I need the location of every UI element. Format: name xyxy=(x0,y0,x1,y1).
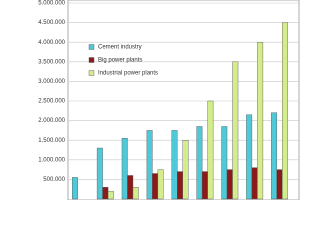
bar xyxy=(152,173,159,200)
bar xyxy=(182,139,189,200)
y-tick-label: 500.000 xyxy=(43,177,65,183)
bar xyxy=(201,171,208,200)
bar xyxy=(146,130,153,200)
bar xyxy=(157,169,164,200)
bar xyxy=(132,187,139,200)
bar xyxy=(221,126,228,200)
y-tick-label: 2.000.000 xyxy=(38,118,65,124)
chart: 500.000 1.000.000 1.500.000 2.000.000 2.500.… xyxy=(38,0,300,200)
legend-swatch xyxy=(88,57,95,63)
bar xyxy=(127,175,134,200)
bar xyxy=(102,187,109,200)
bar xyxy=(271,112,278,200)
bar xyxy=(232,61,239,200)
legend-label: Cement industry xyxy=(98,45,142,51)
legend-swatch xyxy=(88,70,95,76)
bar xyxy=(276,169,283,200)
legend-label: Big power plants xyxy=(98,58,142,64)
bar xyxy=(207,100,214,200)
bar xyxy=(246,114,253,200)
bar xyxy=(196,126,203,200)
legend-swatch xyxy=(88,44,95,50)
bar xyxy=(177,171,183,200)
y-tick-label: 2.500.000 xyxy=(38,99,65,105)
y-tick-label: 3.000.000 xyxy=(38,79,65,85)
bar xyxy=(121,138,128,200)
y-tick-label: 1.500.000 xyxy=(38,138,65,144)
legend-label: Industrial power plants xyxy=(98,71,158,77)
y-tick-label: 4.500.000 xyxy=(38,20,65,26)
y-tick-label: 3.500.000 xyxy=(38,59,65,65)
bar xyxy=(257,42,264,200)
bar xyxy=(251,167,258,200)
y-tick-label: 4.000.000 xyxy=(38,40,65,46)
y-tick-label: 5.000.000 xyxy=(38,1,65,7)
y-tick-label: 1.000.000 xyxy=(38,157,65,163)
bar xyxy=(71,177,78,200)
page: {"chart_data": {"type": "bar", "categori… xyxy=(38,0,300,200)
bar xyxy=(107,190,114,200)
bar xyxy=(96,147,103,200)
bar xyxy=(171,130,178,200)
bar xyxy=(282,22,289,200)
bar xyxy=(226,169,233,200)
